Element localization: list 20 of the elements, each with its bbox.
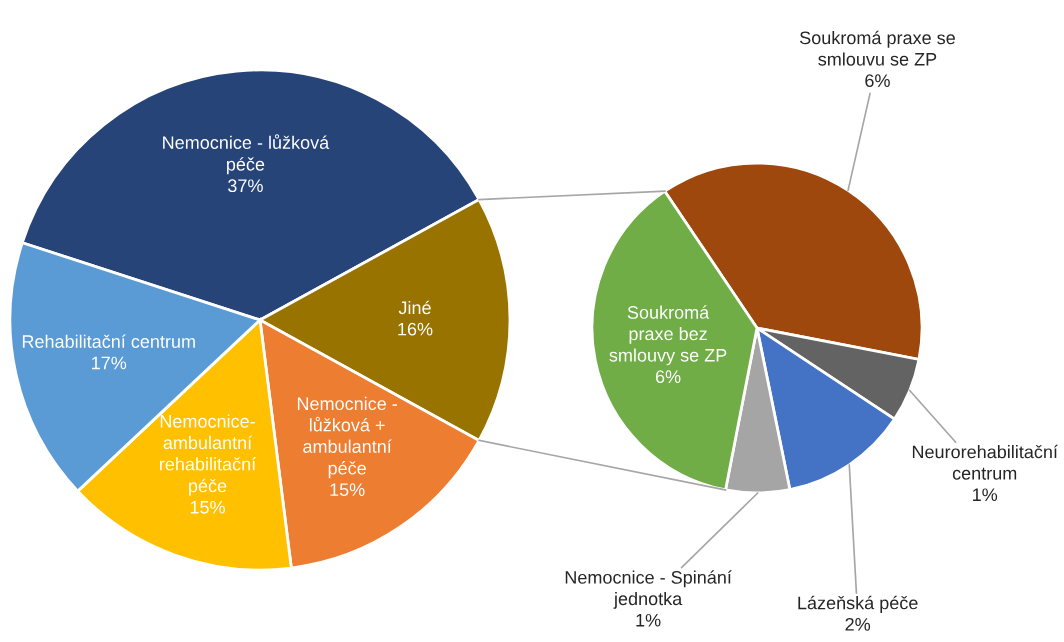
- slice-label: Rehabilitační centrum: [22, 334, 195, 348]
- data-label: 15%: [190, 500, 225, 514]
- slice-label: Nemocnice - lůžková péče: [163, 134, 330, 175]
- data-label: 1%: [636, 613, 661, 627]
- data-label: 16%: [398, 322, 433, 336]
- data-label: 2%: [845, 617, 871, 631]
- slice-label: Jiné: [398, 300, 431, 315]
- slice-label: Nemocnice-ambulantní rehabilitační péče: [160, 414, 257, 496]
- slice-label: Soukromá praxe se smlouvu se ZP: [800, 30, 955, 66]
- data-label: 17%: [92, 356, 127, 370]
- data-label: 6%: [655, 370, 681, 384]
- slice-label: Nemocnice - Spinání jednotka: [565, 570, 732, 609]
- slice-label: Nemocnice - lůžková + ambulantní péče: [297, 396, 397, 479]
- slice-label: Soukromá praxe bez smlouvy se ZP: [609, 305, 727, 366]
- slice-label: Neurorehabilitační centrum: [912, 444, 1058, 480]
- data-label: 6%: [865, 74, 890, 88]
- data-label: 37%: [228, 179, 263, 193]
- data-label: 1%: [973, 488, 998, 502]
- data-label: 15%: [330, 483, 365, 497]
- slice-label: Lázeňská péče: [798, 595, 918, 613]
